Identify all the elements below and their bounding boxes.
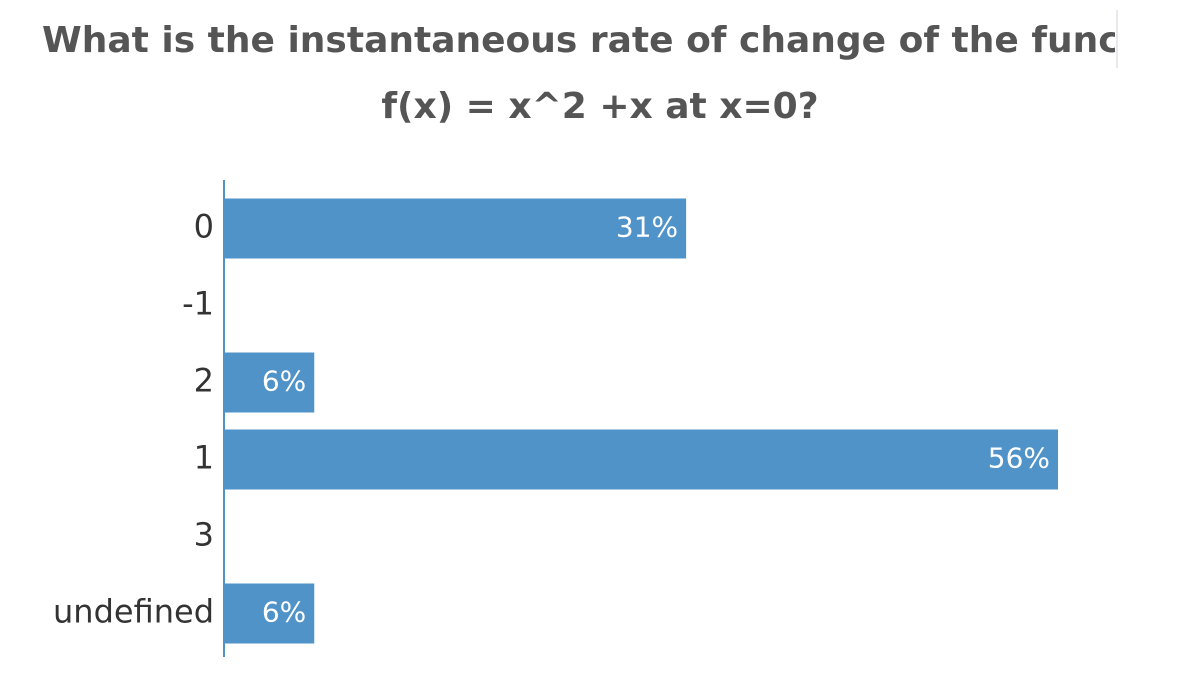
y-tick-label: 3 xyxy=(194,516,214,554)
value-label: 31% xyxy=(616,211,678,244)
y-tick-label: 2 xyxy=(194,362,214,400)
bar xyxy=(225,583,315,644)
bar xyxy=(225,352,315,413)
value-label: 56% xyxy=(988,442,1050,475)
y-tick-label: undefined xyxy=(53,593,214,631)
value-label: 6% xyxy=(262,365,306,398)
bar xyxy=(225,429,1058,490)
bar xyxy=(225,198,687,259)
y-tick-label: -1 xyxy=(182,285,214,323)
y-tick-label: 0 xyxy=(194,208,214,246)
value-label: 6% xyxy=(262,596,306,629)
y-tick-label: 1 xyxy=(194,439,214,477)
chart-title: What is the instantaneous rate of change… xyxy=(42,20,1149,61)
chart-title: f(x) = x^2 +x at x=0? xyxy=(381,86,818,127)
